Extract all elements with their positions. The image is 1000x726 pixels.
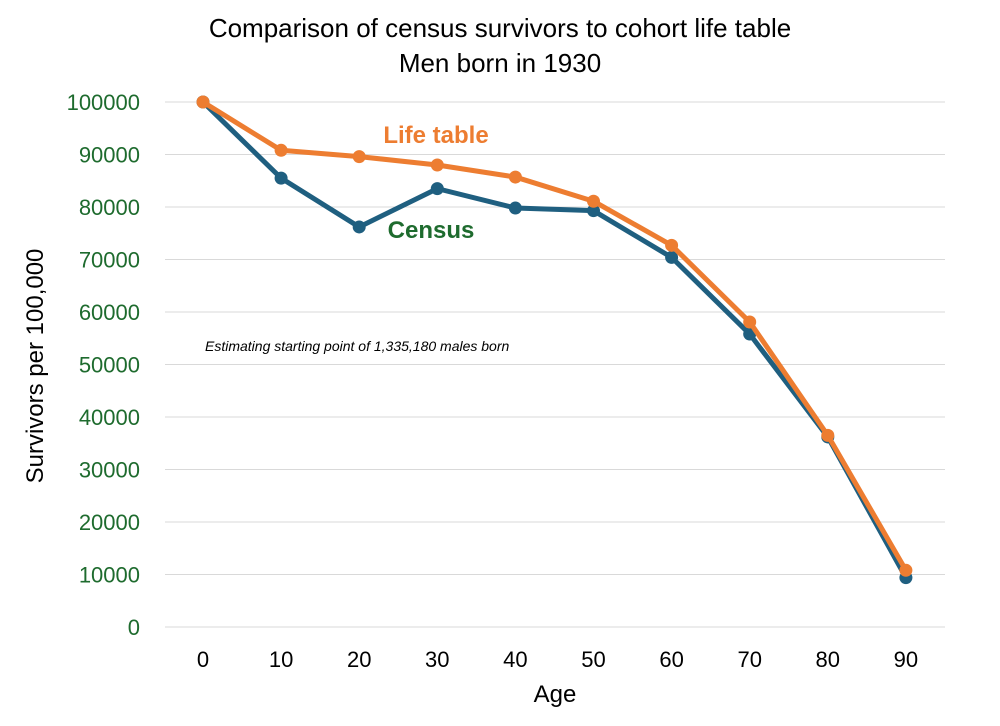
series-group — [196, 95, 913, 585]
x-tick-label: 10 — [269, 647, 293, 672]
y-tick-label: 10000 — [79, 563, 140, 588]
data-point-life-table — [430, 158, 444, 172]
y-axis-label: Survivors per 100,000 — [22, 249, 49, 484]
data-point-life-table — [821, 428, 835, 442]
x-tick-labels: 0 10 20 30 40 50 60 70 80 90 — [197, 647, 918, 672]
x-tick-label: 60 — [659, 647, 683, 672]
data-point-life-table — [743, 315, 757, 329]
x-tick-label: 50 — [581, 647, 605, 672]
series-line-life-table — [200, 99, 909, 573]
data-point-life-table — [196, 95, 210, 109]
y-tick-label: 90000 — [79, 143, 140, 168]
data-point-life-table — [274, 143, 288, 157]
y-tick-label: 60000 — [79, 300, 140, 325]
y-tick-label: 100000 — [67, 90, 140, 115]
x-tick-label: 30 — [425, 647, 449, 672]
y-tick-label: 0 — [128, 615, 140, 640]
x-tick-label: 90 — [894, 647, 918, 672]
data-point-life-table — [508, 170, 522, 184]
y-tick-label: 40000 — [79, 405, 140, 430]
data-point-census — [352, 220, 366, 234]
y-tick-label: 80000 — [79, 195, 140, 220]
x-tick-label: 20 — [347, 647, 371, 672]
data-point-life-table — [665, 238, 679, 252]
data-point-census — [587, 204, 600, 218]
series-life-table — [196, 95, 913, 577]
data-point-life-table — [352, 150, 366, 164]
x-tick-label: 40 — [503, 647, 527, 672]
data-point-census — [508, 201, 522, 215]
y-tick-label: 30000 — [79, 458, 140, 483]
y-tick-label: 50000 — [79, 353, 140, 378]
x-tick-label: 80 — [816, 647, 840, 672]
data-point-life-table — [587, 194, 600, 208]
series-label-census: Census — [388, 217, 475, 244]
x-tick-label: 0 — [197, 647, 209, 672]
chart-title: Comparison of census survivors to cohort… — [209, 13, 791, 43]
y-tick-labels: 0 10000 20000 30000 40000 50000 60000 70000 8000… — [67, 90, 140, 640]
x-tick-label: 70 — [737, 647, 761, 672]
series-label-life-table: Life table — [383, 122, 488, 149]
data-point-census — [430, 182, 444, 196]
series-line-census — [200, 99, 909, 581]
y-tick-label: 70000 — [79, 248, 140, 273]
y-tick-label: 20000 — [79, 510, 140, 535]
x-axis-label: Age — [534, 681, 577, 708]
data-point-census — [665, 250, 679, 264]
data-point-census — [274, 171, 288, 185]
annotation-text: Estimating starting point of 1,335,180 m… — [205, 338, 510, 354]
data-point-life-table — [899, 563, 913, 577]
chart-subtitle: Men born in 1930 — [399, 48, 601, 78]
